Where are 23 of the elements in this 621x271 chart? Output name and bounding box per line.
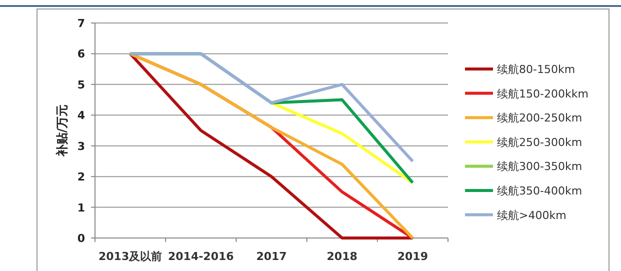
legend-label: 续航80-150km [497, 63, 576, 76]
x-tick-label: 2019 [397, 250, 428, 263]
y-tick-label: 0 [77, 232, 86, 245]
x-tick-label: 2018 [326, 250, 358, 263]
y-tick-label: 1 [77, 201, 85, 214]
y-tick-label: 7 [77, 17, 85, 30]
legend-label: 续航350-400km [497, 184, 582, 198]
y-tick-label: 5 [77, 78, 85, 92]
y-tick-label: 2 [77, 170, 85, 184]
line-series [128, 52, 414, 163]
x-tick-label: 2017 [256, 250, 287, 263]
legend-label: 续航150-200kkm [497, 87, 588, 100]
y-tick-label: 4 [77, 109, 86, 122]
legend-label: 续航300-350km [497, 160, 582, 174]
legend-label: 续航200-250km [497, 112, 582, 125]
line-series [128, 52, 414, 240]
y-axis-title: 补贴/万元 [55, 104, 69, 158]
y-tick-label: 3 [77, 140, 85, 153]
x-tick-label: 2013及以前 [98, 250, 162, 263]
x-tick-label: 2014-2016 [168, 250, 234, 263]
y-tick-label: 6 [77, 48, 86, 61]
legend-label: 续航>400km [497, 208, 566, 222]
legend-label: 续航250-300km [497, 136, 582, 149]
